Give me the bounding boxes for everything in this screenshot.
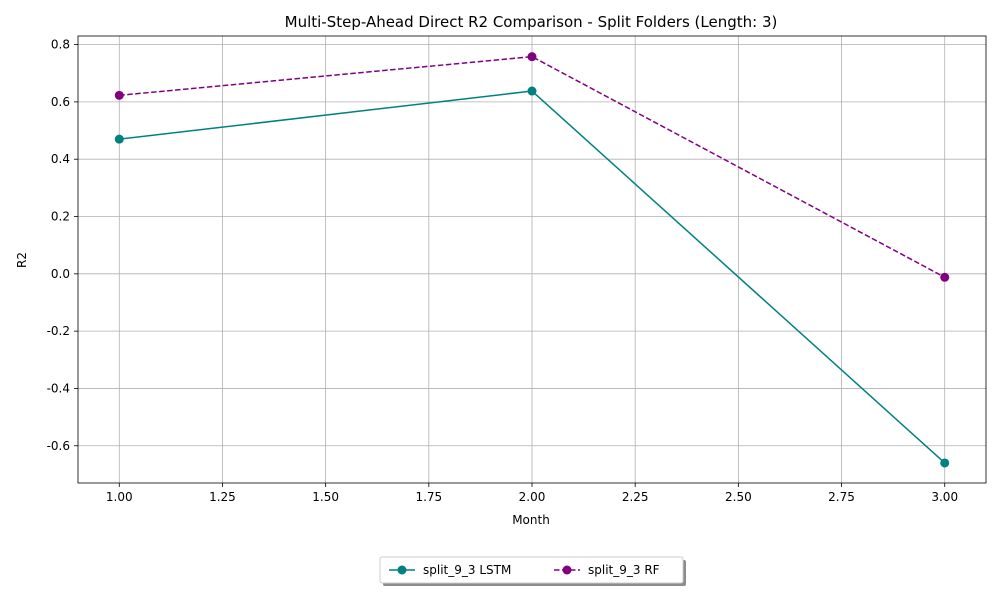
legend-box: [379, 556, 684, 584]
data-point: [940, 458, 950, 468]
x-axis-label: Month: [512, 513, 550, 527]
y-axis-label: R2: [15, 252, 29, 268]
y-tick-label: 0.4: [51, 152, 70, 166]
y-tick-label: -0.2: [47, 324, 70, 338]
y-tick-label: 0.6: [51, 95, 70, 109]
y-tick-label: 0.0: [51, 267, 70, 281]
chart-title: Multi-Step-Ahead Direct R2 Comparison - …: [285, 13, 778, 31]
x-tick-label: 1.50: [312, 490, 339, 504]
data-point: [940, 272, 950, 282]
series-line-1: [119, 55, 946, 278]
data-point: [527, 52, 537, 62]
x-tick-label: 3.00: [931, 490, 958, 504]
ticks: 1.00 1.25 1.50 1.75 2.00 2.25 2.50 2.75 3.00 -0.6…: [47, 38, 959, 504]
x-tick-label: 2.75: [828, 490, 855, 504]
y-tick-label: 0.2: [51, 210, 70, 224]
legend-label: split_9_3 LSTM: [423, 563, 511, 577]
x-tick-label: 2.25: [622, 490, 649, 504]
data-point: [114, 134, 124, 144]
grid: [78, 36, 986, 483]
x-tick-label: 1.00: [106, 490, 133, 504]
y-tick-label: -0.4: [47, 381, 70, 395]
legend: split_9_3 LSTM split_9_3 RF: [379, 556, 686, 586]
x-tick-label: 1.75: [415, 490, 442, 504]
x-tick-label: 1.25: [209, 490, 236, 504]
legend-marker: [397, 565, 407, 575]
data-point: [527, 86, 537, 96]
x-tick-label: 2.50: [725, 490, 752, 504]
y-tick-label: -0.6: [47, 439, 70, 453]
y-tick-label: 0.8: [51, 38, 70, 52]
legend-marker: [562, 565, 572, 575]
x-tick-label: 2.00: [519, 490, 546, 504]
legend-label: split_9_3 RF: [588, 563, 660, 577]
data-point: [114, 90, 124, 100]
series-layer: [114, 52, 950, 468]
